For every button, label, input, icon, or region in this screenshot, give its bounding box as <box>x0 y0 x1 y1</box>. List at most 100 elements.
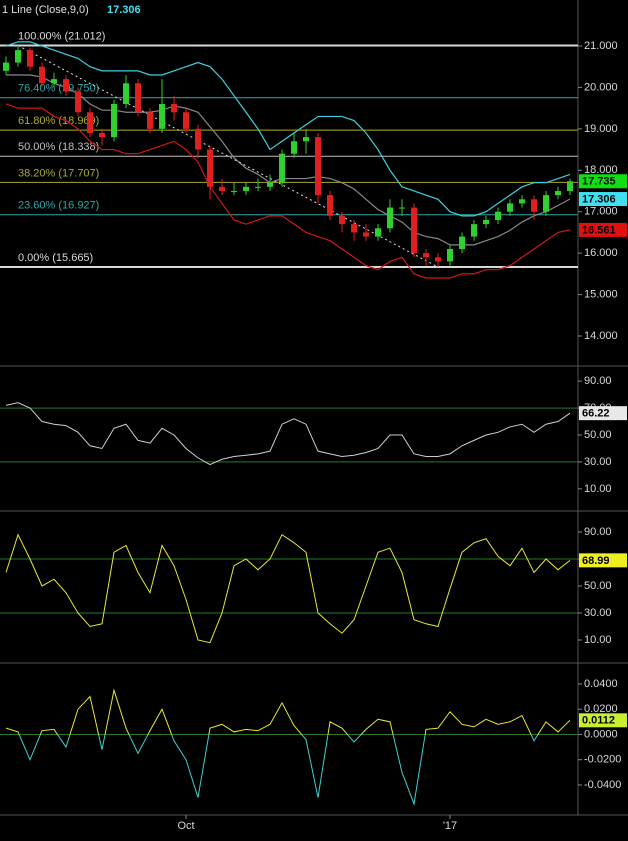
candle-body <box>75 91 81 113</box>
candle-body <box>315 137 321 196</box>
y-tick-label: 90.00 <box>584 375 612 387</box>
candle-body <box>99 132 105 138</box>
candle-body <box>483 219 489 225</box>
candle-body <box>327 195 333 216</box>
candle-body <box>495 211 501 220</box>
candle-body <box>39 66 45 84</box>
candle-body <box>279 153 285 183</box>
band-line <box>5 41 571 217</box>
candle-body <box>339 215 345 225</box>
candle-body <box>135 83 141 113</box>
value-badge-label: 68.99 <box>582 555 610 567</box>
y-tick-label: 17.000 <box>584 206 618 218</box>
y-tick-label: 10.00 <box>584 483 612 495</box>
fib-label: 100.00% (21.012) <box>18 30 105 42</box>
value-badge-label: 66.22 <box>582 408 610 420</box>
value-badge <box>579 713 627 728</box>
fib-label: 23.60% (16.927) <box>18 200 99 212</box>
candle-body <box>363 232 369 237</box>
candle-body <box>531 199 537 212</box>
candle-body <box>543 195 549 212</box>
value-badge <box>579 222 627 237</box>
candle-body <box>435 257 441 262</box>
candle-body <box>27 50 33 67</box>
candle-body <box>111 103 117 138</box>
candle-body <box>147 112 153 129</box>
indicator-line <box>5 688 571 735</box>
candle-body <box>243 186 249 191</box>
y-tick-label: 50.00 <box>584 580 612 592</box>
indicator-title: 1 Line (Close,9,0) <box>2 4 89 16</box>
fib-label: 0.00% (15.665) <box>18 252 93 264</box>
candle-body <box>555 190 561 196</box>
candle-body <box>15 50 21 63</box>
candle-body <box>303 137 309 142</box>
candle-body <box>399 207 405 209</box>
fib-label: 50.00% (18.338) <box>18 141 99 153</box>
y-tick-label: 0.0000 <box>584 728 618 740</box>
y-tick-label: 21.000 <box>584 40 618 52</box>
panel <box>0 533 578 644</box>
value-badge <box>579 174 627 189</box>
y-tick-label: 90.00 <box>584 526 612 538</box>
indicator-line <box>5 402 571 466</box>
candle-body <box>375 228 381 237</box>
candle-body <box>159 103 165 129</box>
candle-body <box>519 199 525 204</box>
y-tick-label: 30.00 <box>584 607 612 619</box>
candle-body <box>567 181 573 191</box>
candle-body <box>411 207 417 254</box>
candle-body <box>219 186 225 191</box>
y-tick-label: 18.000 <box>584 164 618 176</box>
panel: 100.00% (21.012)76.40% (19.750)61.80% (1… <box>0 30 578 279</box>
candle-body <box>231 190 237 192</box>
y-tick-label: 16.000 <box>584 247 618 259</box>
candle-body <box>291 141 297 154</box>
value-badge <box>579 553 627 568</box>
candle-body <box>255 186 261 188</box>
value-badge-label: 17.735 <box>582 176 616 188</box>
candle-body <box>423 253 429 258</box>
y-tick-label: -0.0400 <box>584 779 621 791</box>
y-tick-label: -0.0200 <box>584 754 621 766</box>
candle-body <box>63 79 69 92</box>
candle-body <box>123 83 129 104</box>
indicator-line <box>5 533 571 644</box>
y-tick-label: 30.00 <box>584 456 612 468</box>
indicator-line <box>18 734 539 806</box>
candle-body <box>87 112 93 133</box>
candle-body <box>183 112 189 129</box>
value-badge-label: 16.561 <box>582 224 616 236</box>
candle-body <box>51 79 57 84</box>
candle-body <box>459 236 465 249</box>
x-tick-label: '17 <box>443 820 457 832</box>
band-line <box>6 74 571 246</box>
y-tick-label: 50.00 <box>584 429 612 441</box>
panel <box>0 402 578 466</box>
candle-body <box>267 182 273 187</box>
y-tick-label: 0.0200 <box>584 703 618 715</box>
candle-body <box>471 224 477 237</box>
candle-body <box>387 207 393 229</box>
candle-body <box>195 128 201 150</box>
candle-body <box>351 224 357 233</box>
band-line <box>5 103 571 279</box>
y-tick-label: 19.000 <box>584 123 618 135</box>
candle-body <box>171 103 177 113</box>
y-tick-label: 20.000 <box>584 81 618 93</box>
candle-body <box>507 203 513 212</box>
value-badge-label: 17.306 <box>582 193 616 205</box>
y-tick-label: 14.000 <box>584 330 618 342</box>
y-tick-label: 15.000 <box>584 288 618 300</box>
indicator-value: 17.306 <box>107 4 141 16</box>
value-badge <box>579 192 627 207</box>
x-tick-label: Oct <box>177 820 194 832</box>
y-tick-label: 10.00 <box>584 634 612 646</box>
candle-body <box>207 149 213 187</box>
fib-label: 61.80% (18.969) <box>18 115 99 127</box>
candle-body <box>3 62 9 71</box>
y-tick-label: 0.0400 <box>584 678 618 690</box>
